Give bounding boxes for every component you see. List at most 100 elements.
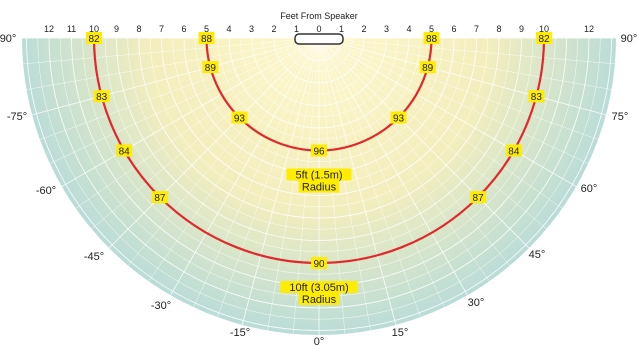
spl-value-label: 87 (154, 193, 166, 204)
feet-tick-label: 6 (181, 24, 186, 34)
grid-radial (318, 38, 375, 335)
spl-label-bg (202, 61, 219, 74)
feet-tick-label: 11 (67, 24, 76, 34)
grid-radial (235, 38, 320, 335)
spl-value-label: 82 (538, 34, 550, 45)
grid-radial (318, 38, 616, 148)
spl-label-bg (198, 32, 215, 44)
grid-radial (22, 38, 320, 122)
angle-label: -15° (230, 327, 250, 339)
spl-value-label: 87 (473, 193, 485, 204)
angle-label: 30° (468, 297, 485, 309)
feet-tick-label: 5 (429, 24, 434, 34)
spl-label-bg (93, 90, 110, 103)
spl-label-bg (86, 32, 102, 44)
spl-value-label: 84 (508, 147, 520, 158)
angle-label: 0° (314, 336, 325, 345)
angle-label: 15° (392, 327, 409, 339)
spl-value-label: 83 (96, 92, 108, 103)
angle-label: 90° (621, 33, 637, 45)
grid-radial (42, 38, 320, 199)
spl-label-bg (528, 90, 545, 103)
speaker-icon (294, 33, 344, 45)
feet-tick-label: 8 (136, 24, 141, 34)
spl-label-bg (311, 257, 327, 269)
grid-radial (318, 38, 455, 328)
grid-radial (22, 38, 320, 94)
feet-tick-label: 6 (451, 24, 456, 34)
radius-label-bg (286, 168, 352, 181)
spl-value-label: 83 (531, 92, 543, 103)
radius-label: 10ft (3.05m) (289, 282, 348, 294)
feet-tick-label: 10 (89, 24, 99, 34)
feet-tick-label: 9 (114, 24, 119, 34)
grid-radial (22, 38, 320, 148)
grid-radial (158, 38, 320, 315)
grid-radial (318, 38, 616, 67)
feet-tick-label: 3 (384, 24, 389, 34)
feet-from-speaker-title: Feet From Speaker (280, 11, 358, 21)
spl-label-bg (470, 191, 487, 204)
feet-tick-label: 12 (584, 24, 594, 34)
spl-label-bg (419, 61, 436, 74)
feet-tick-label: 12 (44, 24, 54, 34)
radius-label-bg (298, 180, 340, 193)
grid-radial (135, 38, 320, 300)
grid-radial (74, 38, 320, 244)
grid-radial (92, 38, 320, 265)
spl-value-label: 88 (201, 34, 213, 45)
grid-radial (22, 38, 320, 67)
spl-label-bg (116, 144, 133, 157)
grid-radial (263, 38, 320, 335)
angle-label: 90° (0, 33, 16, 45)
spl-value-label: 90 (313, 259, 325, 270)
feet-tick-label: 1 (294, 24, 299, 34)
radius-label-bg (280, 281, 358, 293)
grid-radial (318, 38, 503, 300)
angle-label: -30° (151, 300, 171, 312)
grid-radial (290, 38, 320, 335)
feet-tick-label: 9 (519, 24, 524, 34)
angle-labels: 90° -75° -60° -45° -30° -15° 0° 15° 30° 45° 60° 75°… (0, 33, 637, 345)
feet-tick-label: 5 (204, 24, 209, 34)
feet-tick-label: 4 (406, 24, 411, 34)
feet-tick-label: 3 (249, 24, 254, 34)
spl-value-label: 89 (205, 63, 217, 74)
feet-tick-label: 4 (226, 24, 231, 34)
angle-label: 60° (581, 183, 598, 195)
grid-radial (318, 38, 609, 174)
grid-radial (183, 38, 320, 328)
feet-tick-labels: 12 11 10 9 8 7 6 5 4 3 2 1 0 1 2 3 4 5 6 7 8 9 10 12 (44, 24, 594, 34)
radius-label: 5ft (1.5m) (295, 170, 342, 182)
grid-radial (113, 38, 320, 283)
grid-radial (318, 38, 525, 283)
spl-value-label: 96 (313, 147, 325, 158)
angle-label: -45° (84, 251, 104, 263)
grid-radial (318, 38, 616, 94)
spl-label-bg (311, 144, 327, 157)
spl-label-bg (231, 111, 248, 124)
grid-radial (29, 38, 320, 174)
feet-tick-label: 2 (271, 24, 276, 34)
radius-label: Radius (302, 182, 337, 194)
spl-label-bg (505, 144, 522, 157)
feet-tick-label: 7 (159, 24, 164, 34)
spl-labels: 88 89 93 96 93 89 88 82 83 84 87 90 87 84 83 82 (86, 32, 552, 270)
feet-tick-label: 7 (474, 24, 479, 34)
grid-radial (318, 38, 403, 335)
spl-value-label: 84 (119, 147, 131, 158)
feet-tick-label: 2 (361, 24, 366, 34)
feet-tick-label: 0 (316, 24, 321, 34)
angle-label: 45° (529, 249, 546, 261)
angle-label: -60° (36, 185, 56, 197)
spl-label-bg (536, 32, 552, 44)
grid-radial (318, 38, 429, 335)
radius-label: Radius (302, 294, 337, 306)
grid-radial (318, 38, 564, 244)
spl-value-label: 88 (426, 34, 438, 45)
angle-label: -75° (7, 111, 27, 123)
spl-label-bg (151, 191, 168, 204)
grid-radial (57, 38, 320, 222)
